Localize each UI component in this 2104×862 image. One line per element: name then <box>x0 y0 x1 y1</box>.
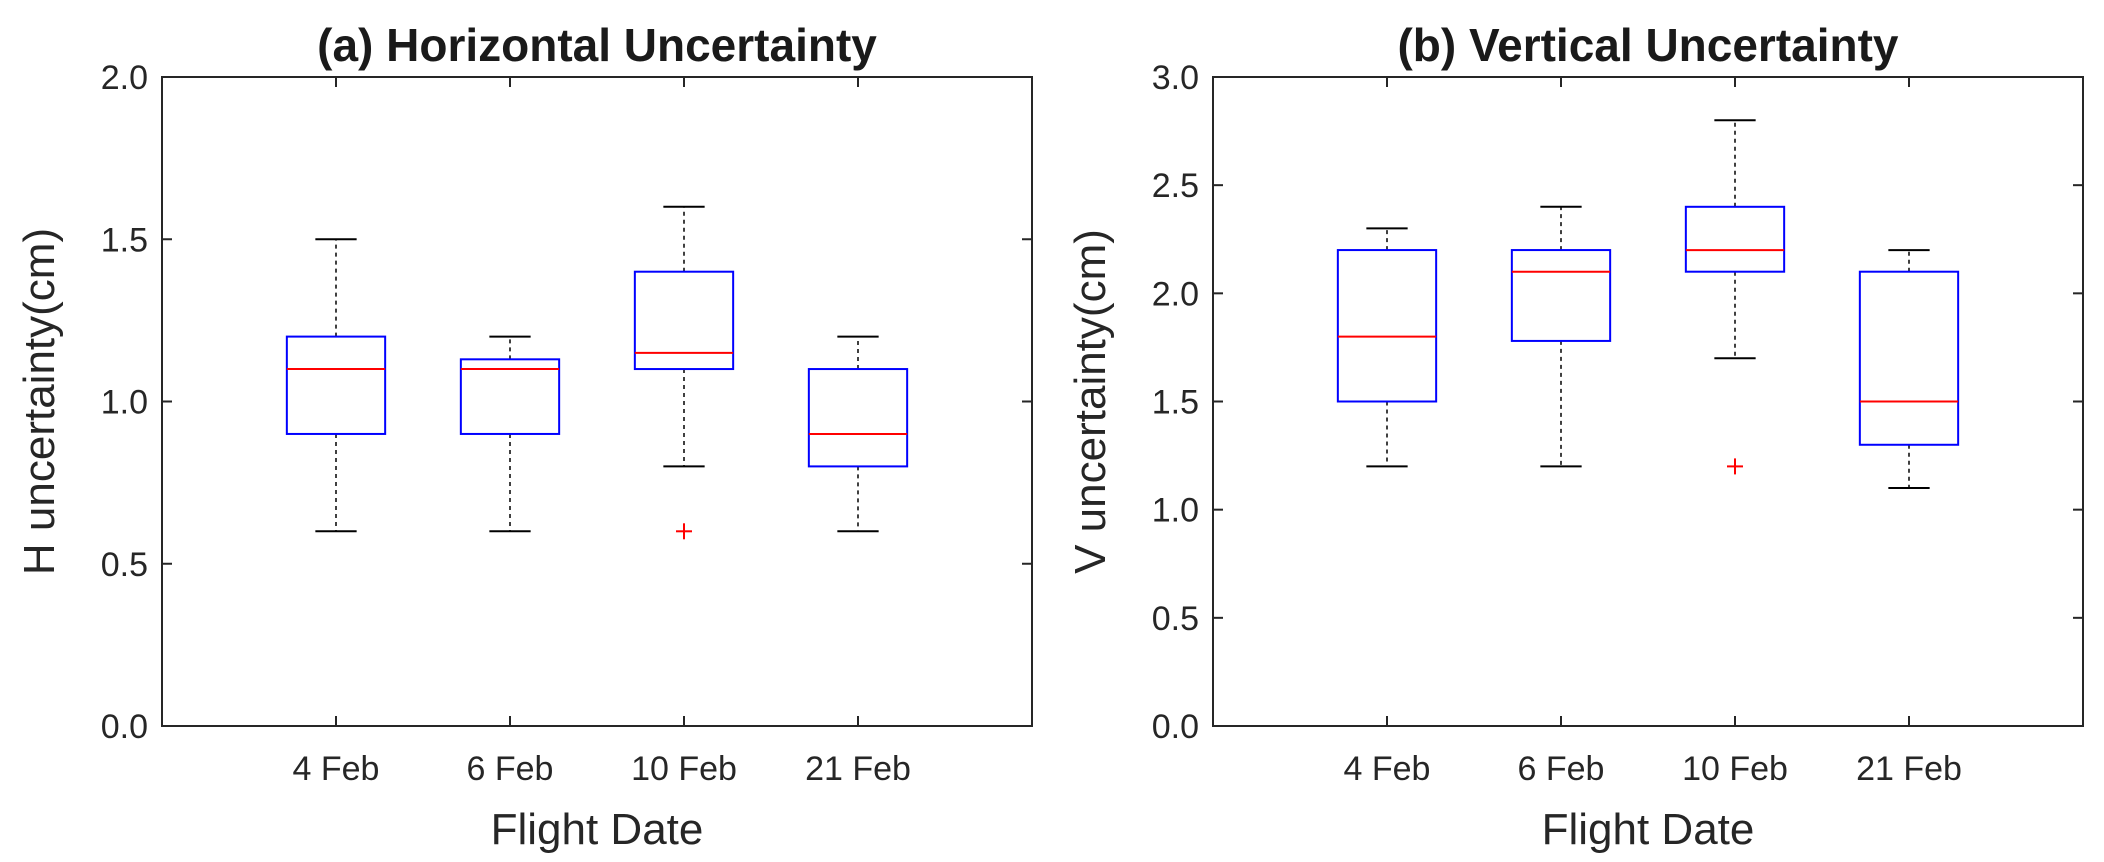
iqr-box <box>459 358 561 435</box>
box-plot-10-feb <box>633 205 735 540</box>
x-tick-label: 4 Feb <box>293 750 380 788</box>
y-tick-label: 0.0 <box>1152 708 1199 746</box>
y-tick-label: 0.5 <box>101 546 148 584</box>
iqr-box <box>633 270 735 371</box>
iqr-box <box>1684 205 1786 273</box>
y-axis-label: V uncertainty(cm) <box>1066 229 1115 574</box>
box-plot-21-feb <box>807 335 909 533</box>
y-tick-label: 2.0 <box>101 59 148 97</box>
x-tick-label: 10 Feb <box>1682 750 1788 788</box>
y-tick-label: 0.5 <box>1152 600 1199 638</box>
y-tick-label: 1.0 <box>1152 492 1199 530</box>
iqr-box <box>807 368 909 468</box>
box-plot-10-feb <box>1684 119 1786 475</box>
x-tick-label: 10 Feb <box>631 750 737 788</box>
box-plot-21-feb <box>1858 249 1960 490</box>
y-tick-label: 0.0 <box>101 708 148 746</box>
box-plot-4-feb <box>1336 227 1438 468</box>
chart-title: (b) Vertical Uncertainty <box>1397 19 1898 71</box>
x-axis-label: Flight Date <box>491 805 704 854</box>
y-tick-label: 3.0 <box>1152 59 1199 97</box>
x-tick-label: 6 Feb <box>467 750 554 788</box>
chart-title: (a) Horizontal Uncertainty <box>317 19 877 71</box>
y-tick-label: 2.5 <box>1152 167 1199 205</box>
box-plot-6-feb <box>459 335 561 533</box>
y-tick-label: 2.0 <box>1152 275 1199 313</box>
iqr-box <box>1858 270 1960 446</box>
x-tick-label: 21 Feb <box>1856 750 1962 788</box>
iqr-box <box>285 335 387 435</box>
y-axis-label: H uncertainty(cm) <box>15 228 64 575</box>
x-axis-label: Flight Date <box>1542 805 1755 854</box>
iqr-box <box>1510 249 1612 342</box>
x-tick-label: 6 Feb <box>1518 750 1605 788</box>
panel-horizontal-uncertainty: 0.0 0.5 1.0 1.5 2.0 4 Feb 6 Feb 10 Feb 21 Feb (a)… <box>15 19 1033 854</box>
y-tick-label: 1.5 <box>101 221 148 259</box>
outlier-marker <box>676 523 692 540</box>
box-plot-4-feb <box>285 238 387 533</box>
iqr-box <box>1336 249 1438 403</box>
x-tick-label: 21 Feb <box>805 750 911 788</box>
y-tick-label: 1.0 <box>101 384 148 422</box>
plot-frame <box>161 76 1033 727</box>
y-tick-label: 1.5 <box>1152 384 1199 422</box>
box-plot-6-feb <box>1510 205 1612 468</box>
outlier-marker <box>1727 458 1743 475</box>
x-tick-label: 4 Feb <box>1344 750 1431 788</box>
panel-vertical-uncertainty: 0.0 0.5 1.0 1.5 2.0 2.5 3.0 4 Feb 6 Feb 10 Feb 21 … <box>1066 19 2084 854</box>
